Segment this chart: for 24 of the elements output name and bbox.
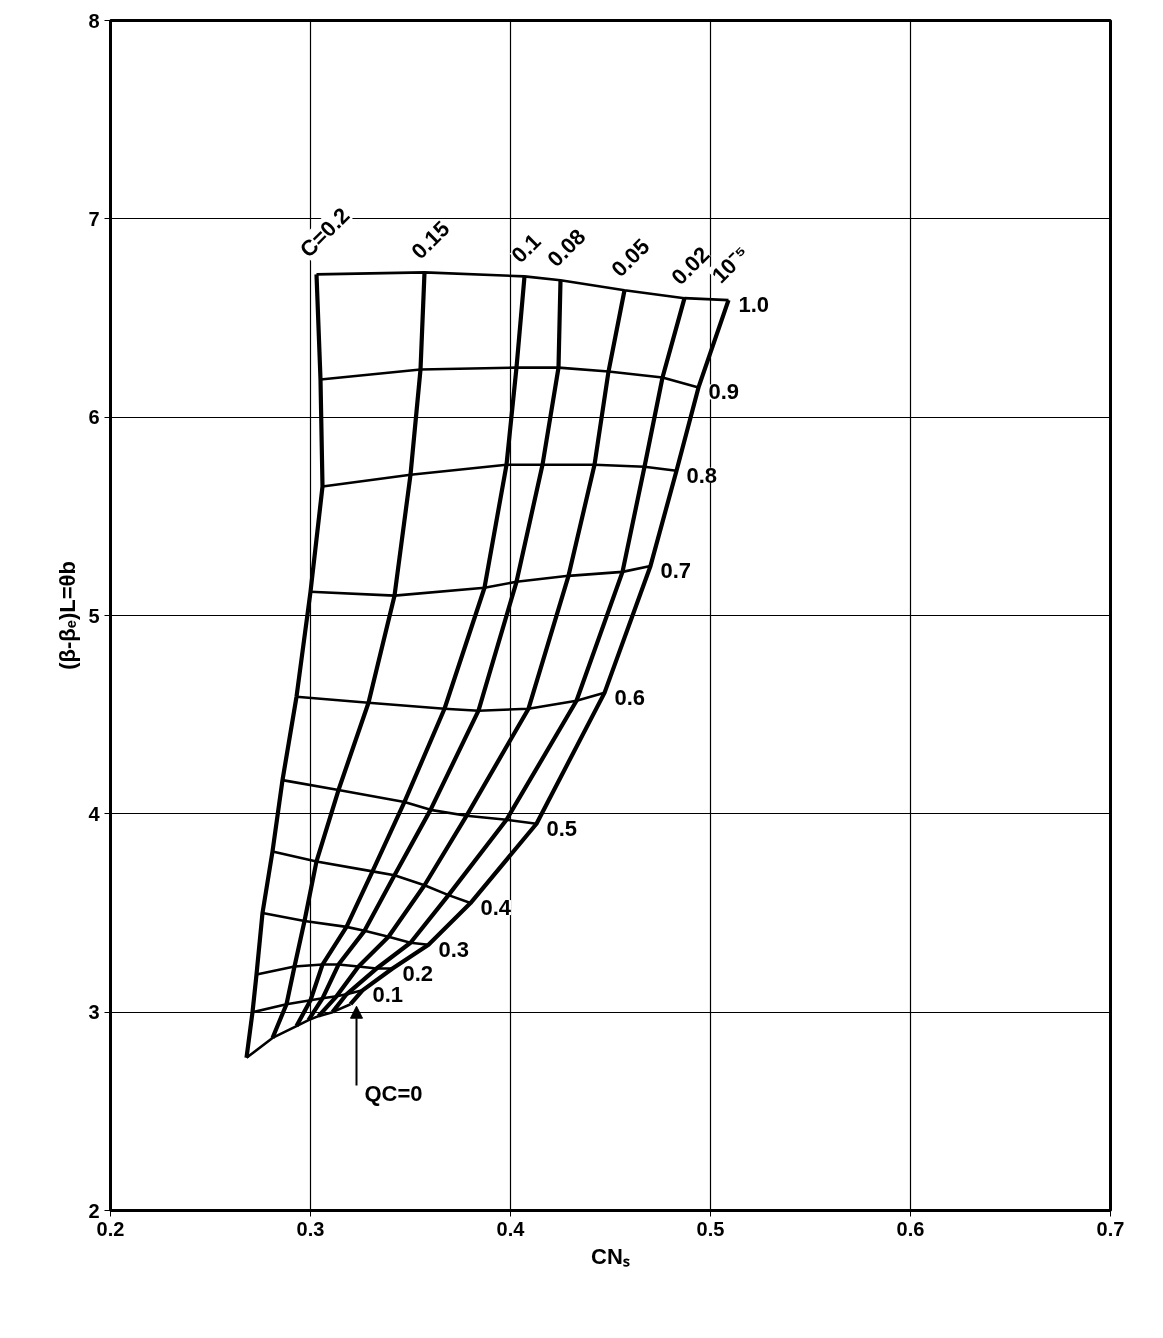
y-tick-label: 8 xyxy=(88,9,100,32)
annotation: QC=0 xyxy=(364,1081,423,1107)
series-label: 0.3 xyxy=(438,936,470,962)
series-label: 0.7 xyxy=(660,557,692,583)
x-tick-label: 0.4 xyxy=(496,1217,526,1240)
y-tick-label: 7 xyxy=(88,207,100,230)
y-tick-label: 3 xyxy=(88,1001,100,1024)
series-label: 1.0 xyxy=(738,292,770,318)
x-axis-title: CNₛ xyxy=(591,1243,630,1269)
series-label: 0.5 xyxy=(546,815,578,841)
x-tick-label: 0.5 xyxy=(696,1217,725,1240)
y-tick-label: 4 xyxy=(88,802,101,825)
x-tick-label: 0.3 xyxy=(296,1217,325,1240)
series-label: 0.6 xyxy=(614,684,646,710)
series-label: 0.9 xyxy=(708,379,740,405)
y-axis-title: (β-βₑ)L=θb xyxy=(55,561,81,670)
series-label: 0.2 xyxy=(402,960,434,986)
y-tick-label: 5 xyxy=(88,604,100,627)
series-label: 0.1 xyxy=(372,982,404,1008)
y-tick-label: 6 xyxy=(88,406,100,429)
x-tick-label: 0.7 xyxy=(1096,1217,1125,1240)
x-tick-label: 0.6 xyxy=(896,1217,925,1240)
series-label: 0.4 xyxy=(480,895,512,921)
series-label: 0.8 xyxy=(686,462,718,488)
